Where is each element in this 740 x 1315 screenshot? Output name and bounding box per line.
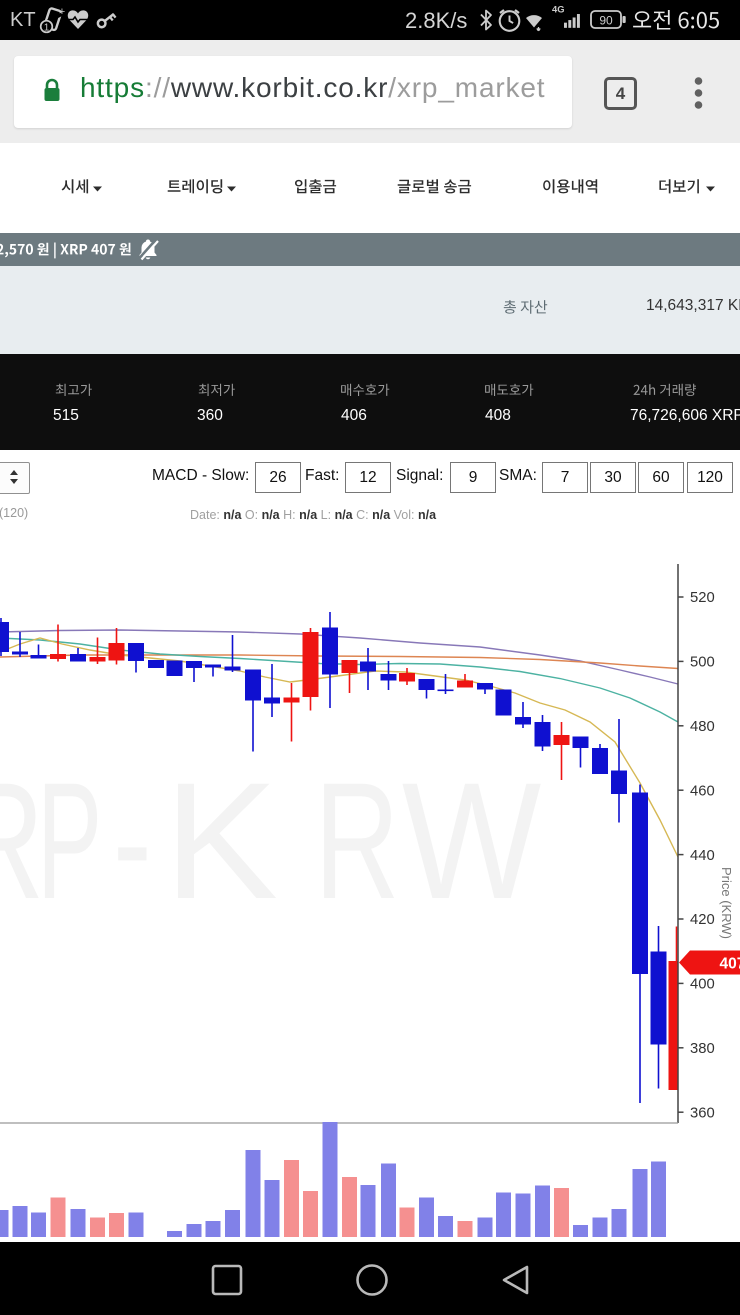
svg-text:Price (KRW): Price (KRW) xyxy=(719,867,734,939)
svg-text:480: 480 xyxy=(690,719,715,735)
svg-text:R: R xyxy=(314,748,399,934)
svg-text:1: 1 xyxy=(44,23,50,34)
svg-text:460: 460 xyxy=(690,783,715,799)
svg-text:520: 520 xyxy=(690,590,715,606)
svg-text:380: 380 xyxy=(690,1041,715,1057)
svg-text:500: 500 xyxy=(690,655,715,671)
svg-text:R: R xyxy=(0,748,44,934)
svg-text:-: - xyxy=(113,749,152,934)
svg-text:K: K xyxy=(164,747,278,933)
svg-text:90: 90 xyxy=(599,14,613,28)
svg-text:W: W xyxy=(402,749,541,934)
svg-text:360: 360 xyxy=(690,1105,715,1121)
svg-text:407: 407 xyxy=(720,956,740,973)
svg-text:420: 420 xyxy=(690,912,715,928)
svg-text:400: 400 xyxy=(690,977,715,993)
svg-text:P: P xyxy=(37,748,102,933)
svg-text:+: + xyxy=(59,6,65,18)
svg-text:440: 440 xyxy=(690,848,715,864)
